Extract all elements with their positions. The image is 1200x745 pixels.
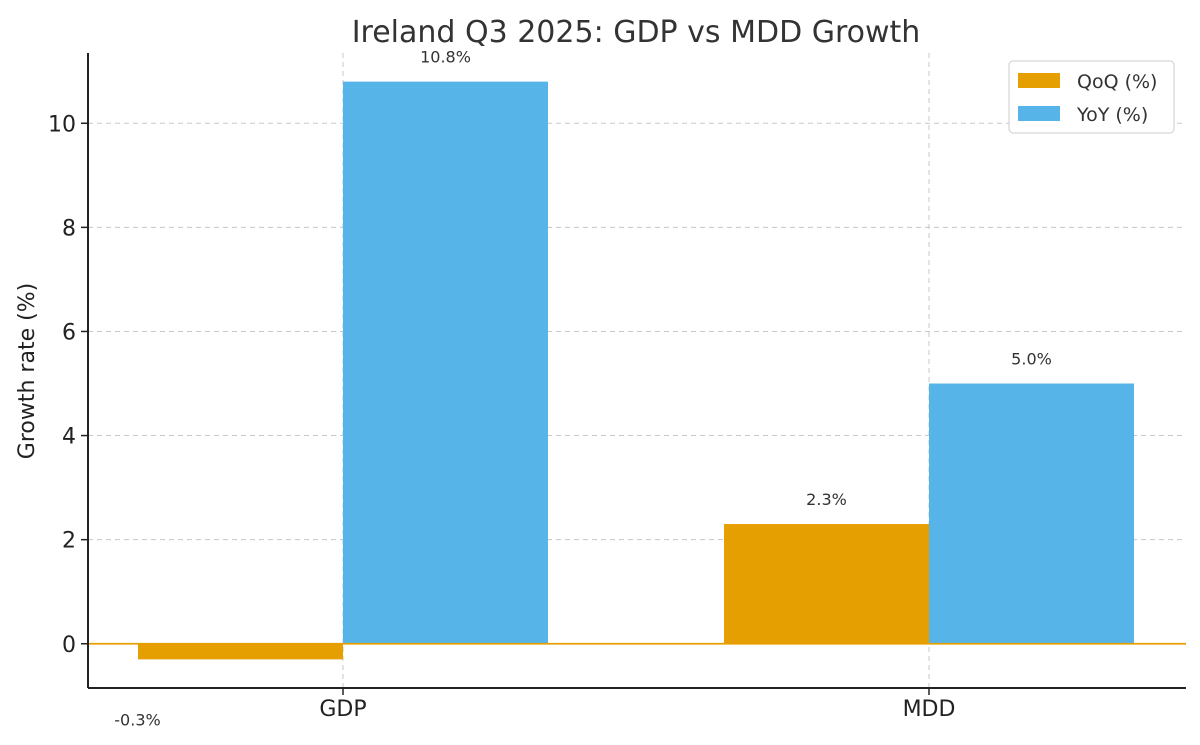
data-label-qoq-gdp: -0.3% <box>114 710 160 729</box>
data-label-yoy-mdd: 5.0% <box>1011 350 1052 369</box>
y-tick-label: 8 <box>62 216 76 241</box>
bar-yoy-mdd <box>929 383 1134 644</box>
bars <box>138 81 1134 660</box>
x-tick-label-gdp: GDP <box>319 697 366 722</box>
chart-title: Ireland Q3 2025: GDP vs MDD Growth <box>352 15 921 50</box>
data-labels: -0.3% 2.3% 10.8% 5.0% <box>114 48 1052 730</box>
legend-label-qoq: QoQ (%) <box>1077 71 1157 93</box>
bar-qoq-gdp <box>138 643 343 660</box>
y-ticks: 0 2 4 6 8 10 <box>48 112 88 658</box>
y-tick-label: 2 <box>62 529 76 554</box>
y-tick-label: 10 <box>48 112 76 137</box>
legend-label-yoy: YoY (%) <box>1076 104 1148 126</box>
x-ticks: GDP MDD <box>319 688 955 722</box>
y-tick-label: 6 <box>62 320 76 345</box>
legend-swatch-yoy <box>1018 106 1060 121</box>
data-label-qoq-mdd: 2.3% <box>806 490 847 509</box>
legend-swatch-qoq <box>1018 73 1060 88</box>
bar-yoy-gdp <box>343 81 548 644</box>
y-axis-label: Growth rate (%) <box>15 283 40 459</box>
y-tick-label: 0 <box>62 633 76 658</box>
y-tick-label: 4 <box>62 425 76 450</box>
bar-qoq-mdd <box>724 524 929 644</box>
data-label-yoy-gdp: 10.8% <box>420 48 471 67</box>
axes <box>87 53 1186 689</box>
x-tick-label-mdd: MDD <box>903 697 956 722</box>
legend: QoQ (%) YoY (%) <box>1008 60 1175 134</box>
